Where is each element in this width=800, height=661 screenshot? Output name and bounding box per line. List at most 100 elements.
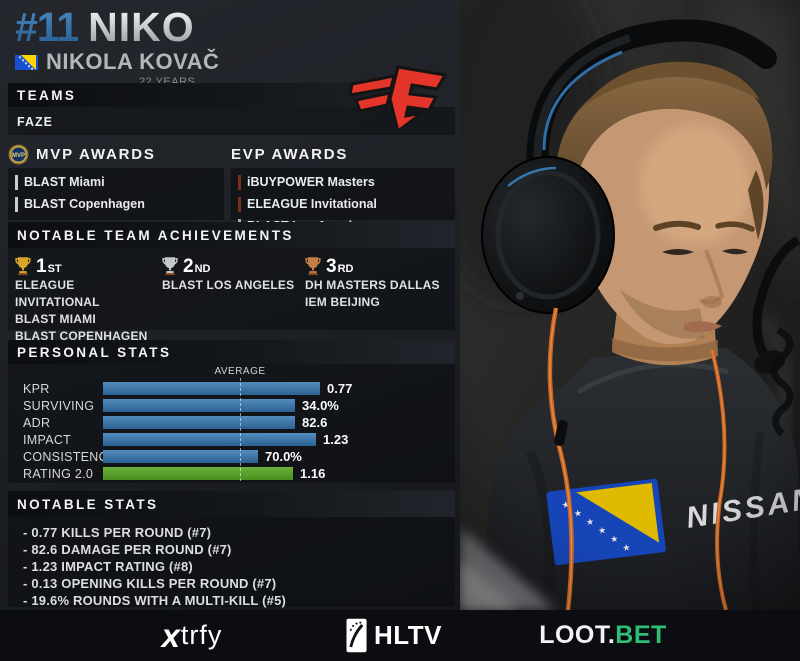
place-head: 3 RD <box>305 253 455 276</box>
notable-stat-line: - 82.6 DAMAGE PER ROUND (#7) <box>23 542 232 557</box>
stat-rows: KPR 0.77 SURVIVING 34.0% ADR 82.6 IMPACT 1.23 CO… <box>23 380 455 482</box>
player-nickname: NIKO <box>88 4 195 50</box>
award-accent-bar <box>15 196 18 212</box>
evp-awards-title: EVP AWARDS <box>231 146 349 163</box>
mvp-medal-icon: MVP <box>8 144 29 165</box>
trophy-icon <box>15 257 31 276</box>
achievements-title: NOTABLE TEAM ACHIEVEMENTS <box>17 227 294 243</box>
teams-title: TEAMS <box>17 87 77 103</box>
personal-stats-title: PERSONAL STATS <box>17 344 172 360</box>
xtrfy-logo: x trfy <box>162 610 223 661</box>
stat-label: CONSISTENCY <box>23 449 117 464</box>
player-header: #11 NIKO ★ ★ ★ ★ ★ NIKOLA KOVAČ 22 YEARS <box>15 4 219 88</box>
player-realname: NIKOLA KOVAČ <box>46 49 220 74</box>
svg-text:★: ★ <box>21 57 25 62</box>
mvp-awards-list: BLAST Miami BLAST Copenhagen <box>8 168 224 220</box>
svg-text:★: ★ <box>24 60 28 65</box>
svg-text:★: ★ <box>30 66 34 70</box>
award-label: BLAST Copenhagen <box>24 197 145 211</box>
stat-row: RATING 2.0 1.16 <box>23 465 455 482</box>
evp-awards: EVP AWARDS iBUYPOWER Masters ELEAGUE Invi… <box>231 141 455 234</box>
achievement-event: IEM BEIJING <box>305 295 380 309</box>
award-accent-bar <box>15 174 18 190</box>
place-number: 1 <box>36 256 47 277</box>
notable-stats-header: NOTABLE STATS <box>8 491 455 517</box>
place-head: 1 ST <box>15 253 162 276</box>
achievement-event: BLAST MIAMI <box>15 312 96 326</box>
faze-logo <box>348 65 448 134</box>
mvp-award-item: BLAST Miami <box>15 174 105 190</box>
achievements-section: NOTABLE TEAM ACHIEVEMENTS 1 ST ELEAGUE INV… <box>8 222 455 343</box>
svg-text:★: ★ <box>27 63 31 68</box>
stat-value: 1.16 <box>300 466 326 481</box>
stats-chart: AVERAGE KPR 0.77 SURVIVING 34.0% ADR 82.6 IMPA… <box>8 364 455 482</box>
stat-row: ADR 82.6 <box>23 414 455 431</box>
stat-value: 34.0% <box>302 398 339 413</box>
place-number: 3 <box>326 256 337 277</box>
stat-value: 1.23 <box>323 432 349 447</box>
trophy-icon <box>162 257 178 276</box>
achievement-event: DH MASTERS DALLAS <box>305 278 440 292</box>
achievement-event: ELEAGUE INVITATIONAL <box>15 278 100 309</box>
award-accent-bar <box>238 174 241 190</box>
average-label: AVERAGE <box>214 366 266 377</box>
achievements-columns: 1 ST ELEAGUE INVITATIONAL BLAST MIAMI BLAST … <box>8 248 455 345</box>
stat-label: ADR <box>23 415 51 430</box>
award-label: ELEAGUE Invitational <box>247 197 377 211</box>
personal-stats-section: PERSONAL STATS AVERAGE KPR 0.77 SURVIVING 3… <box>8 340 455 483</box>
notable-stats-section: NOTABLE STATS - 0.77 KILLS PER ROUND (#7… <box>8 491 455 609</box>
stat-bar <box>103 433 316 446</box>
stat-row: SURVIVING 34.0% <box>23 397 455 414</box>
team-name: FAZE <box>17 115 53 129</box>
place-suffix: ST <box>47 263 62 275</box>
award-label: BLAST Miami <box>24 175 105 189</box>
mvp-awards: MVP MVP AWARDS BLAST Miami BLAST Copenhag… <box>8 141 224 220</box>
notable-stat-line: - 19.6% ROUNDS WITH A MULTI-KILL (#5) <box>23 593 287 608</box>
stat-label: IMPACT <box>23 432 72 447</box>
stat-bar <box>103 467 293 480</box>
stat-value: 0.77 <box>327 381 353 396</box>
stat-label: KPR <box>23 381 50 396</box>
stat-value: 70.0% <box>265 449 302 464</box>
achievement-place-3: 3 RD DH MASTERS DALLAS IEM BEIJING <box>305 253 455 345</box>
notable-stats-title: NOTABLE STATS <box>17 496 159 512</box>
sponsor-footer: x trfy HLTV LOOT. BET <box>0 610 800 661</box>
trophy-icon <box>305 257 321 276</box>
stat-bar <box>103 416 295 429</box>
awards-section: MVP MVP AWARDS BLAST Miami BLAST Copenhag… <box>8 141 455 234</box>
evp-award-item: iBUYPOWER Masters <box>238 174 375 190</box>
bosnia-flag-icon: ★★ ★★★ <box>15 54 38 70</box>
stat-bar <box>103 399 295 412</box>
xtrfy-x-glyph: x <box>161 616 180 654</box>
place-number: 2 <box>183 256 194 277</box>
stat-row: IMPACT 1.23 <box>23 431 455 448</box>
notable-stat-line: - 0.13 OPENING KILLS PER ROUND (#7) <box>23 576 277 591</box>
stat-bar <box>103 382 320 395</box>
stat-label: SURVIVING <box>23 398 95 413</box>
stat-value: 82.6 <box>302 415 328 430</box>
notable-stats-list: - 0.77 KILLS PER ROUND (#7) - 82.6 DAMAGE… <box>8 517 455 609</box>
award-label: iBUYPOWER Masters <box>247 175 375 189</box>
player-photo: NISSAN ★★★ ★★★ <box>460 0 800 610</box>
achievement-place-2: 2 ND BLAST LOS ANGELES <box>162 253 305 345</box>
achievement-event: BLAST COPENHAGEN <box>15 329 148 343</box>
award-accent-bar <box>238 196 241 212</box>
mvp-medal-text: MVP <box>12 153 25 159</box>
notable-stat-line: - 0.77 KILLS PER ROUND (#7) <box>23 525 212 540</box>
hltv-gauge-icon <box>346 618 367 653</box>
mvp-awards-title: MVP AWARDS <box>36 146 156 163</box>
hltv-logo: HLTV <box>346 610 442 661</box>
hltv-text: HLTV <box>374 620 442 650</box>
lootbet-loot-text: LOOT. <box>539 621 616 649</box>
player-rank: #11 <box>15 4 79 50</box>
average-line <box>240 378 241 481</box>
stat-row: KPR 0.77 <box>23 380 455 397</box>
xtrfy-text: trfy <box>180 620 223 650</box>
info-panel: #11 NIKO ★ ★ ★ ★ ★ NIKOLA KOVAČ 22 YEARS TE <box>0 0 462 610</box>
achievements-header: NOTABLE TEAM ACHIEVEMENTS <box>8 222 455 248</box>
notable-stat-line: - 1.23 IMPACT RATING (#8) <box>23 559 193 574</box>
place-suffix: ND <box>194 263 211 275</box>
achievement-event: BLAST LOS ANGELES <box>162 278 295 292</box>
